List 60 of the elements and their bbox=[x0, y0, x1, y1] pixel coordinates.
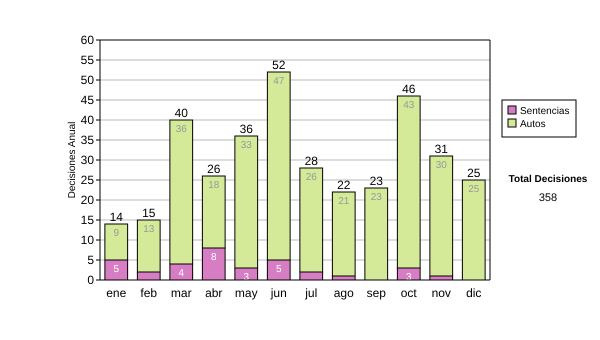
y-tick-label: 30 bbox=[80, 153, 94, 167]
data-label: 21 bbox=[338, 196, 350, 207]
x-tick-label: dic bbox=[466, 286, 482, 300]
data-label: 4 bbox=[178, 268, 184, 279]
y-tick-label: 5 bbox=[87, 253, 94, 267]
total-label: 15 bbox=[142, 206, 156, 220]
x-tick-label: sep bbox=[366, 286, 386, 300]
text: Total Decisiones bbox=[508, 174, 588, 185]
data-label: 9 bbox=[113, 228, 120, 239]
x-tick-label: abr bbox=[205, 286, 222, 300]
data-label: 26 bbox=[306, 172, 318, 183]
data-label: 5 bbox=[113, 264, 120, 275]
total-label: 31 bbox=[434, 142, 448, 156]
total-label: 25 bbox=[467, 166, 481, 180]
data-label: 13 bbox=[143, 224, 155, 235]
y-tick-label: 20 bbox=[80, 193, 94, 207]
y-tick-label: 15 bbox=[80, 213, 94, 227]
y-axis-title: Decisiones Anual bbox=[67, 122, 78, 198]
y-tick-label: 60 bbox=[80, 33, 94, 47]
y-tick-label: 45 bbox=[80, 93, 94, 107]
data-label: 30 bbox=[436, 160, 448, 171]
x-tick-label: feb bbox=[140, 286, 158, 300]
data-label: 36 bbox=[176, 124, 188, 135]
x-tick-label: jun bbox=[270, 286, 287, 300]
y-tick-label: 25 bbox=[80, 173, 94, 187]
total-label: 22 bbox=[337, 178, 351, 192]
data-label: 8 bbox=[210, 252, 217, 263]
y-tick-label: 40 bbox=[80, 113, 94, 127]
text: 358 bbox=[538, 192, 558, 204]
data-label: 33 bbox=[240, 140, 252, 151]
total-label: 46 bbox=[402, 82, 416, 96]
data-label: 18 bbox=[208, 180, 220, 191]
legend-label: Sentencias bbox=[520, 106, 570, 117]
data-label: 25 bbox=[468, 184, 480, 195]
data-label: 43 bbox=[403, 100, 415, 111]
y-tick-label: 55 bbox=[80, 53, 94, 67]
legend-label: Autos bbox=[520, 119, 546, 130]
total-label: 36 bbox=[240, 122, 254, 136]
total-label: 14 bbox=[110, 210, 124, 224]
bar bbox=[332, 192, 356, 276]
x-tick-label: ago bbox=[334, 286, 354, 300]
x-tick-label: nov bbox=[432, 286, 451, 300]
data-label: 23 bbox=[370, 192, 382, 203]
x-tick-label: may bbox=[234, 286, 258, 300]
total-label: 26 bbox=[207, 162, 221, 176]
x-tick-label: ene bbox=[106, 286, 127, 300]
total-label: 23 bbox=[370, 174, 384, 188]
data-label: 5 bbox=[276, 264, 282, 275]
data-label: 47 bbox=[273, 76, 285, 87]
y-tick-label: 0 bbox=[87, 273, 94, 287]
y-tick-label: 10 bbox=[80, 233, 94, 247]
bar bbox=[429, 156, 454, 276]
x-tick-label: jul bbox=[304, 286, 318, 300]
y-tick-label: 50 bbox=[80, 73, 94, 87]
y-tick-label: 35 bbox=[80, 133, 94, 147]
x-tick-label: oct bbox=[400, 286, 418, 300]
total-label: 52 bbox=[272, 58, 286, 72]
x-tick-label: mar bbox=[170, 286, 192, 300]
total-label: 28 bbox=[304, 154, 318, 168]
total-label: 40 bbox=[174, 106, 188, 120]
